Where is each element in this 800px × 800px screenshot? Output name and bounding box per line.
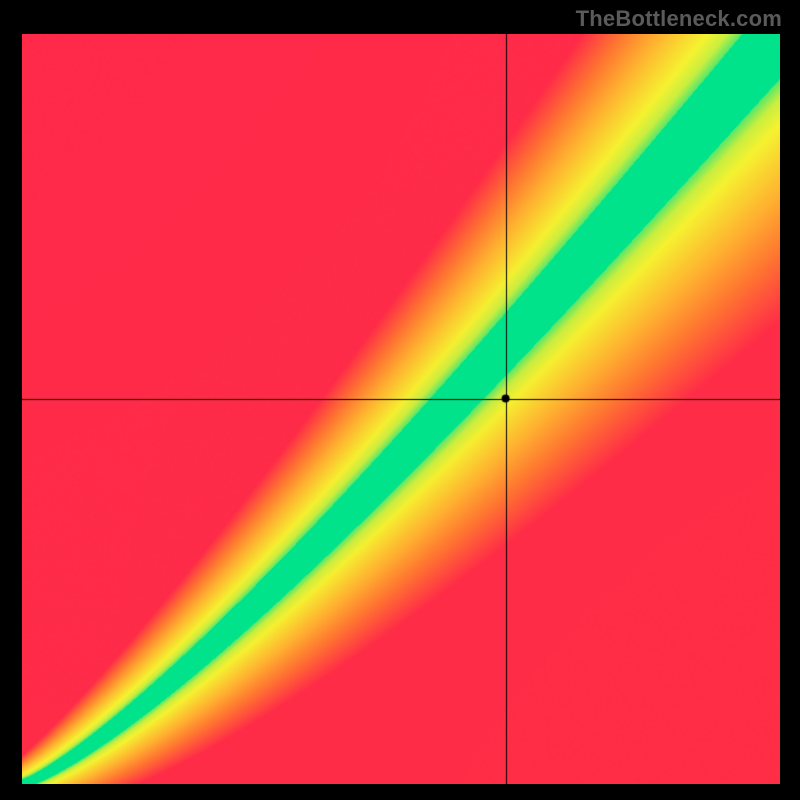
watermark-label: TheBottleneck.com	[576, 6, 782, 32]
chart-container: TheBottleneck.com	[0, 0, 800, 800]
bottleneck-heatmap	[22, 34, 780, 784]
